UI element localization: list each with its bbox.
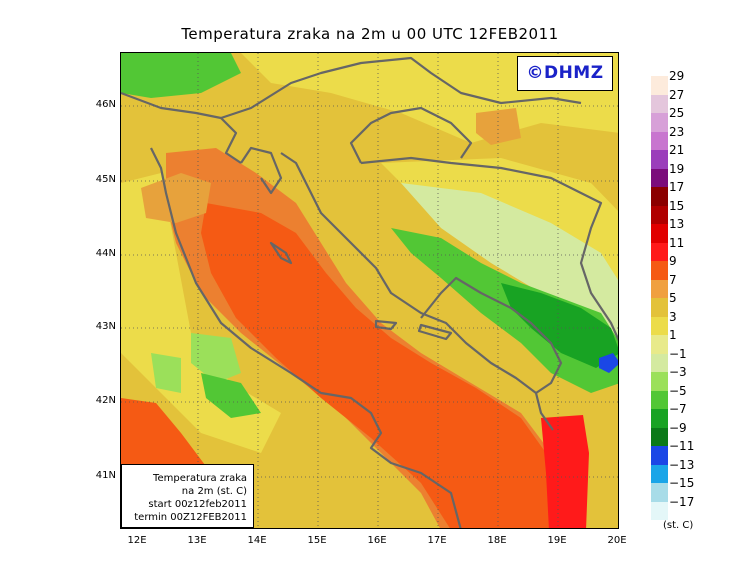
field-green-italy-2 — [201, 373, 261, 418]
legend-label: 19 — [669, 161, 685, 176]
legend-swatch — [651, 335, 668, 354]
island-3 — [417, 323, 453, 341]
legend-label: 21 — [669, 143, 685, 157]
lat-label-41n: 41N — [95, 470, 116, 481]
island-2 — [374, 319, 398, 331]
legend-swatch — [651, 242, 668, 261]
legend-swatch — [651, 483, 668, 502]
field-warm-nw-gulf — [141, 173, 211, 223]
legend-label: −5 — [669, 383, 687, 398]
field-green-italy-3 — [151, 353, 181, 393]
legend-swatch — [651, 464, 668, 483]
field-dark-green-bosnia — [501, 283, 618, 368]
legend-label: 1 — [669, 328, 677, 342]
legend-label: 13 — [669, 217, 685, 231]
legend-label: −1 — [669, 346, 687, 361]
legend-label: −9 — [669, 420, 687, 435]
lon-label-15e: 15E — [307, 535, 327, 546]
field-orange-east — [476, 108, 521, 145]
legend-swatch — [651, 390, 668, 409]
legend-swatch — [651, 94, 668, 113]
legend-swatch — [651, 353, 668, 372]
legend-label: −13 — [669, 457, 695, 472]
info-box: Temperatura zraka na 2m (st. C) start 00… — [121, 464, 254, 528]
legend-swatch — [651, 113, 668, 132]
info-line-3: start 00z12feb2011 — [148, 499, 247, 510]
lon-label-16e: 16E — [367, 535, 387, 546]
lon-label-12e: 12E — [127, 535, 147, 546]
legend-swatch — [651, 187, 668, 206]
map-title: Temperatura zraka na 2m u 00 UTC 12FEB20… — [181, 25, 559, 43]
legend-label: 29 — [669, 69, 685, 83]
dhmz-logo: ©DHMZ — [517, 56, 613, 91]
legend-label: 5 — [669, 291, 677, 305]
legend-swatch — [651, 150, 668, 169]
legend-label: 7 — [669, 272, 677, 287]
legend-label: 17 — [669, 180, 685, 194]
legend-swatch — [651, 316, 668, 335]
lat-label-42n: 42N — [95, 395, 116, 406]
legend-swatch — [651, 76, 668, 95]
lon-label-20e: 20E — [607, 535, 627, 546]
field-red-strip — [541, 415, 589, 528]
lon-label-17e: 17E — [427, 535, 447, 546]
legend-swatch — [651, 427, 668, 446]
field-blue-spot — [599, 353, 618, 373]
legend-label: 9 — [669, 254, 677, 268]
lon-label-19e: 19E — [547, 535, 567, 546]
lon-label-13e: 13E — [187, 535, 207, 546]
border-inland — [360, 156, 618, 342]
lat-label-44n: 44N — [95, 248, 116, 259]
lon-label-14e: 14E — [247, 535, 267, 546]
border-bosnia — [420, 276, 563, 394]
legend-units: (st. C) — [663, 520, 694, 531]
legend-swatch — [651, 372, 668, 391]
coast-istria — [240, 146, 283, 195]
info-line-4: termin 00Z12FEB2011 — [134, 512, 247, 523]
legend-label: −15 — [669, 476, 695, 490]
border-north-2 — [349, 106, 473, 164]
field-green-nw — [121, 53, 241, 98]
coast-italy-east — [150, 147, 462, 528]
coastlines — [121, 56, 618, 528]
border-north — [220, 56, 582, 120]
legend-swatch — [651, 131, 668, 150]
legend-swatch — [651, 279, 668, 298]
legend-swatch — [651, 409, 668, 428]
legend-swatch — [651, 298, 668, 317]
legend-label: −3 — [669, 365, 687, 379]
legend-label: 27 — [669, 87, 685, 102]
legend-label: 3 — [669, 309, 677, 324]
info-line-1: Temperatura zraka — [153, 473, 247, 484]
info-line-2: na 2m (st. C) — [181, 486, 247, 497]
legend-swatch — [651, 261, 668, 280]
legend-label: −17 — [669, 494, 695, 509]
legend-label: 23 — [669, 124, 685, 139]
lat-label-43n: 43N — [95, 321, 116, 332]
lat-label-45n: 45N — [95, 174, 116, 185]
legend-swatch — [651, 205, 668, 224]
legend-label: −11 — [669, 439, 695, 453]
lon-label-18e: 18E — [487, 535, 507, 546]
island-1 — [269, 241, 293, 265]
legend-swatch — [651, 224, 668, 243]
legend-swatch — [651, 501, 668, 520]
legend-swatch — [651, 168, 668, 187]
field-very-warm-sea — [201, 203, 551, 528]
legend-label: 25 — [669, 106, 685, 120]
coast-croatia — [280, 152, 554, 431]
coast-italy-north — [121, 91, 242, 164]
field-green-italy-1 — [191, 333, 241, 383]
lat-label-46n: 46N — [95, 99, 116, 110]
legend-label: 15 — [669, 198, 685, 213]
legend-label: 11 — [669, 235, 685, 250]
color-legend — [651, 76, 668, 520]
temperature-map — [120, 52, 619, 529]
legend-label: −7 — [669, 402, 687, 416]
temperature-field — [121, 53, 618, 528]
legend-swatch — [651, 446, 668, 465]
